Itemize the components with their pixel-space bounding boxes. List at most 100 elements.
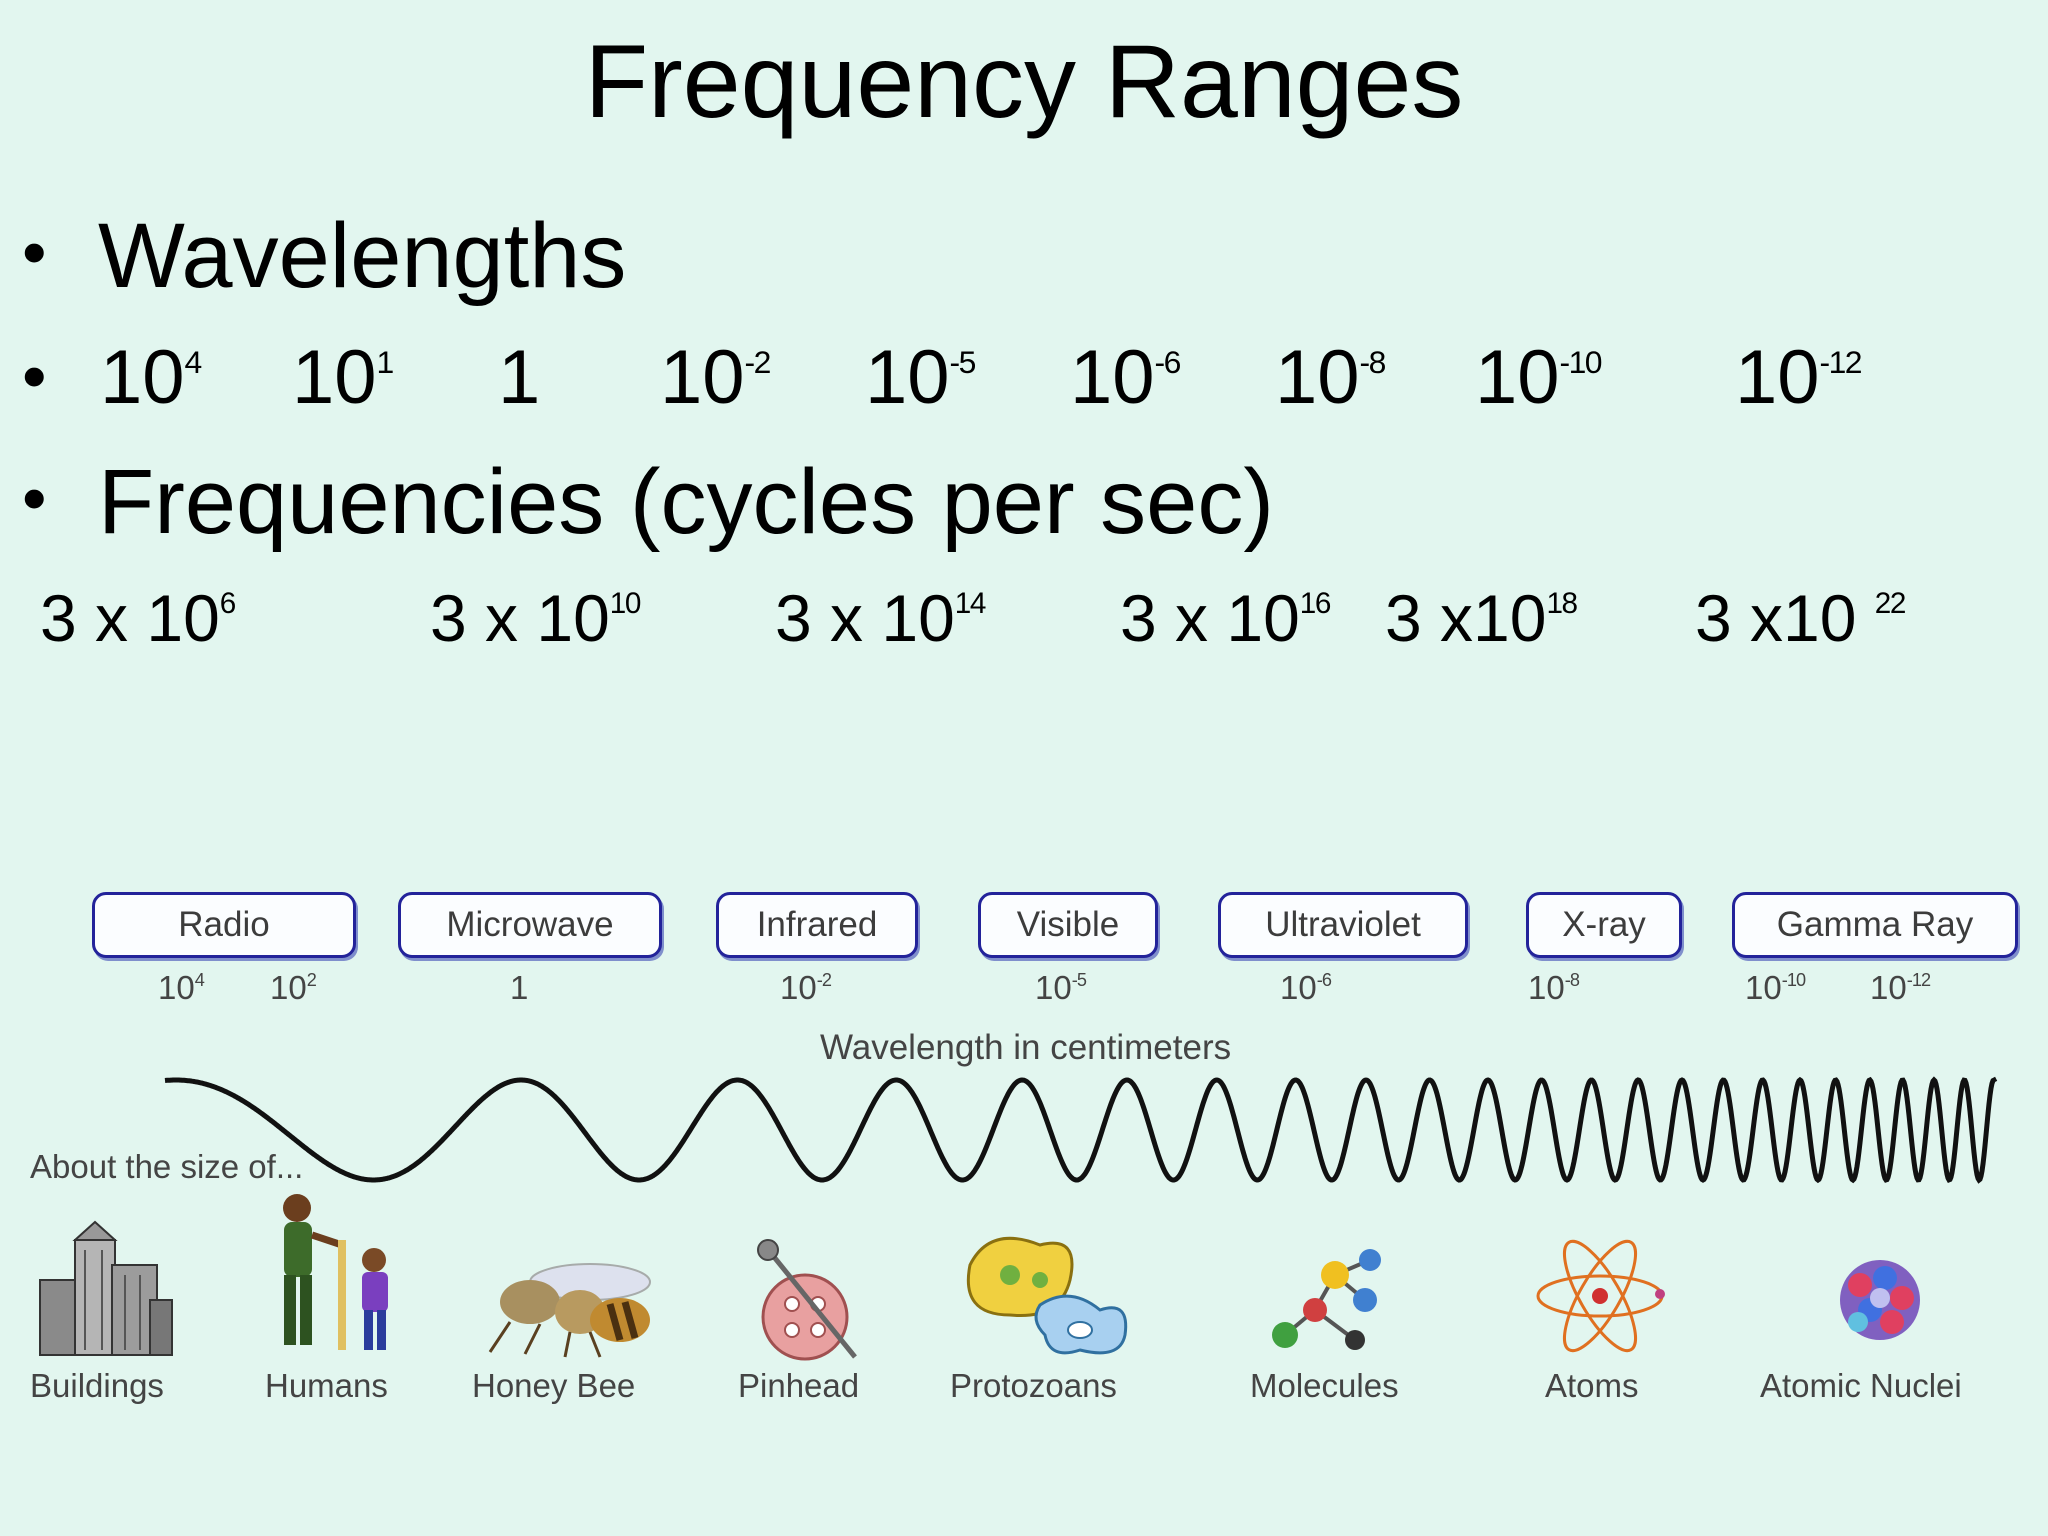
wavelength-value-exponent: -12 [1819,343,1863,380]
wavelength-value: 10-2 [660,335,772,432]
pinhead-icon [757,1239,857,1361]
band-wavelength: 10-5 [1035,968,1087,1013]
wavelength-value: 1 [498,338,540,418]
wavelength-value-base: 10 [865,335,950,420]
frequency-value: 3 x10 22 [1695,581,1907,668]
frequency-value-base: 3 x10 [1385,581,1547,655]
wavelength-value-base: 1 [498,335,541,420]
bullet-dot: • [22,337,47,415]
band-wavelength-base: 10 [270,969,307,1006]
frequency-value-exponent: 18 [1546,586,1578,620]
band-wavelength-exponent: -12 [1906,970,1931,991]
molecules-icon [1272,1249,1381,1350]
frequencies-label: Frequencies (cycles per sec) [98,451,1274,553]
wavelength-value-exponent: -8 [1359,343,1387,380]
frequency-value-base: 3 x 10 [430,581,610,655]
band-wavelength-base: 10 [1035,969,1072,1006]
band-wavelength-exponent: 4 [194,970,205,991]
band-wavelength: 1 [510,968,528,1008]
band-wavelength: 10-6 [1280,968,1332,1013]
wavelength-value-exponent: -10 [1559,343,1603,380]
band-gamma-ray: Gamma Ray [1732,892,2018,958]
band-wavelength-base: 1 [510,969,529,1006]
band-radio: Radio [92,892,356,958]
band-ultraviolet: Ultraviolet [1218,892,1468,958]
band-microwave: Microwave [398,892,662,958]
band-wavelength-base: 10 [158,969,195,1006]
band-wavelength: 10-2 [780,968,832,1013]
size-heading: About the size of... [30,1148,304,1185]
band-wavelength-exponent: -6 [1316,970,1332,991]
size-label-humans: Humans [265,1367,388,1404]
wavelength-value: 104 [100,335,203,432]
frequency-value: 3 x 1010 [430,581,642,668]
size-label-molecules: Molecules [1250,1367,1399,1404]
wavelength-value-base: 10 [1070,335,1155,420]
frequency-value-exponent: 14 [954,586,987,620]
band-wavelength-exponent: 2 [306,970,317,991]
frequency-value-base: 3 x 10 [1120,581,1300,655]
wavelengths-label: Wavelengths [98,205,627,307]
wavelength-value: 10-12 [1735,335,1863,432]
wavelength-value-base: 10 [100,335,185,420]
band-wavelength-exponent: -8 [1564,970,1580,991]
band-infrared: Infrared [716,892,918,958]
wavelength-value: 10-8 [1275,335,1387,432]
frequency-value-base: 3 x 10 [40,581,220,655]
band-wavelength: 104 [158,968,205,1013]
band-wavelength: 102 [270,968,317,1013]
wavelength-value-base: 10 [1475,335,1560,420]
wavelength-value-exponent: -6 [1154,343,1182,380]
band-wavelength-exponent: -10 [1781,970,1806,991]
wavelength-value-base: 10 [660,335,745,420]
bullet-dot: • [22,459,47,537]
band-wavelength: 10-8 [1528,968,1580,1013]
wavelength-axis-label: Wavelength in centimeters [820,1028,1232,1067]
frequency-value-exponent: 10 [609,586,642,620]
bullet-dot: • [22,213,47,291]
frequency-value: 3 x 106 [40,581,237,668]
wavelength-value-base: 10 [1275,335,1360,420]
size-label-protozoans: Protozoans [950,1367,1117,1404]
humans-icon [283,1194,388,1350]
frequency-value: 3 x 1014 [775,581,987,668]
buildings-icon [39,1220,173,1356]
wavelength-value: 101 [292,335,395,432]
band-wavelength-exponent: -2 [816,970,832,991]
protozoans-icon [966,1236,1128,1355]
frequency-value: 3 x1018 [1385,581,1578,668]
band-visible: Visible [978,892,1158,958]
size-label-buildings: Buildings [30,1367,164,1404]
frequency-value-base: 3 x 10 [775,581,955,655]
wavelength-value-base: 10 [292,335,377,420]
band-wavelength-base: 10 [1280,969,1317,1006]
frequency-value-exponent: 6 [219,586,237,620]
atomic-nuclei-icon [1840,1260,1920,1340]
wave-line [164,1076,1998,1184]
wavelength-value: 10-5 [865,335,977,432]
size-label-honey-bee: Honey Bee [472,1367,636,1404]
atoms-icon [1536,1239,1665,1353]
honey-bee-icon [488,1263,651,1358]
band-wavelength-base: 10 [1870,969,1907,1006]
size-label-atoms: Atoms [1545,1367,1639,1404]
band-wavelength: 10-12 [1870,968,1931,1013]
wavelength-value-exponent: -2 [744,343,772,380]
wave-graphic [164,1076,1998,1184]
frequency-value-base: 3 x10 [1695,581,1875,655]
size-label-atomic-nuclei: Atomic Nuclei [1760,1367,1962,1404]
slide-title: Frequency Ranges [584,24,1464,140]
wavelength-value-exponent: -5 [949,343,977,380]
frequency-value-exponent: 22 [1874,586,1907,620]
band-wavelength-base: 10 [780,969,817,1006]
frequency-value-exponent: 16 [1299,586,1332,620]
band-wavelength-base: 10 [1745,969,1782,1006]
wavelength-value-exponent: 4 [184,343,203,380]
band-x-ray: X-ray [1526,892,1682,958]
wavelength-value-base: 10 [1735,335,1820,420]
wavelength-value: 10-10 [1475,335,1603,432]
wavelength-value: 10-6 [1070,335,1182,432]
band-wavelength-base: 10 [1528,969,1565,1006]
wavelength-value-exponent: 1 [376,343,395,380]
frequency-value: 3 x 1016 [1120,581,1332,668]
